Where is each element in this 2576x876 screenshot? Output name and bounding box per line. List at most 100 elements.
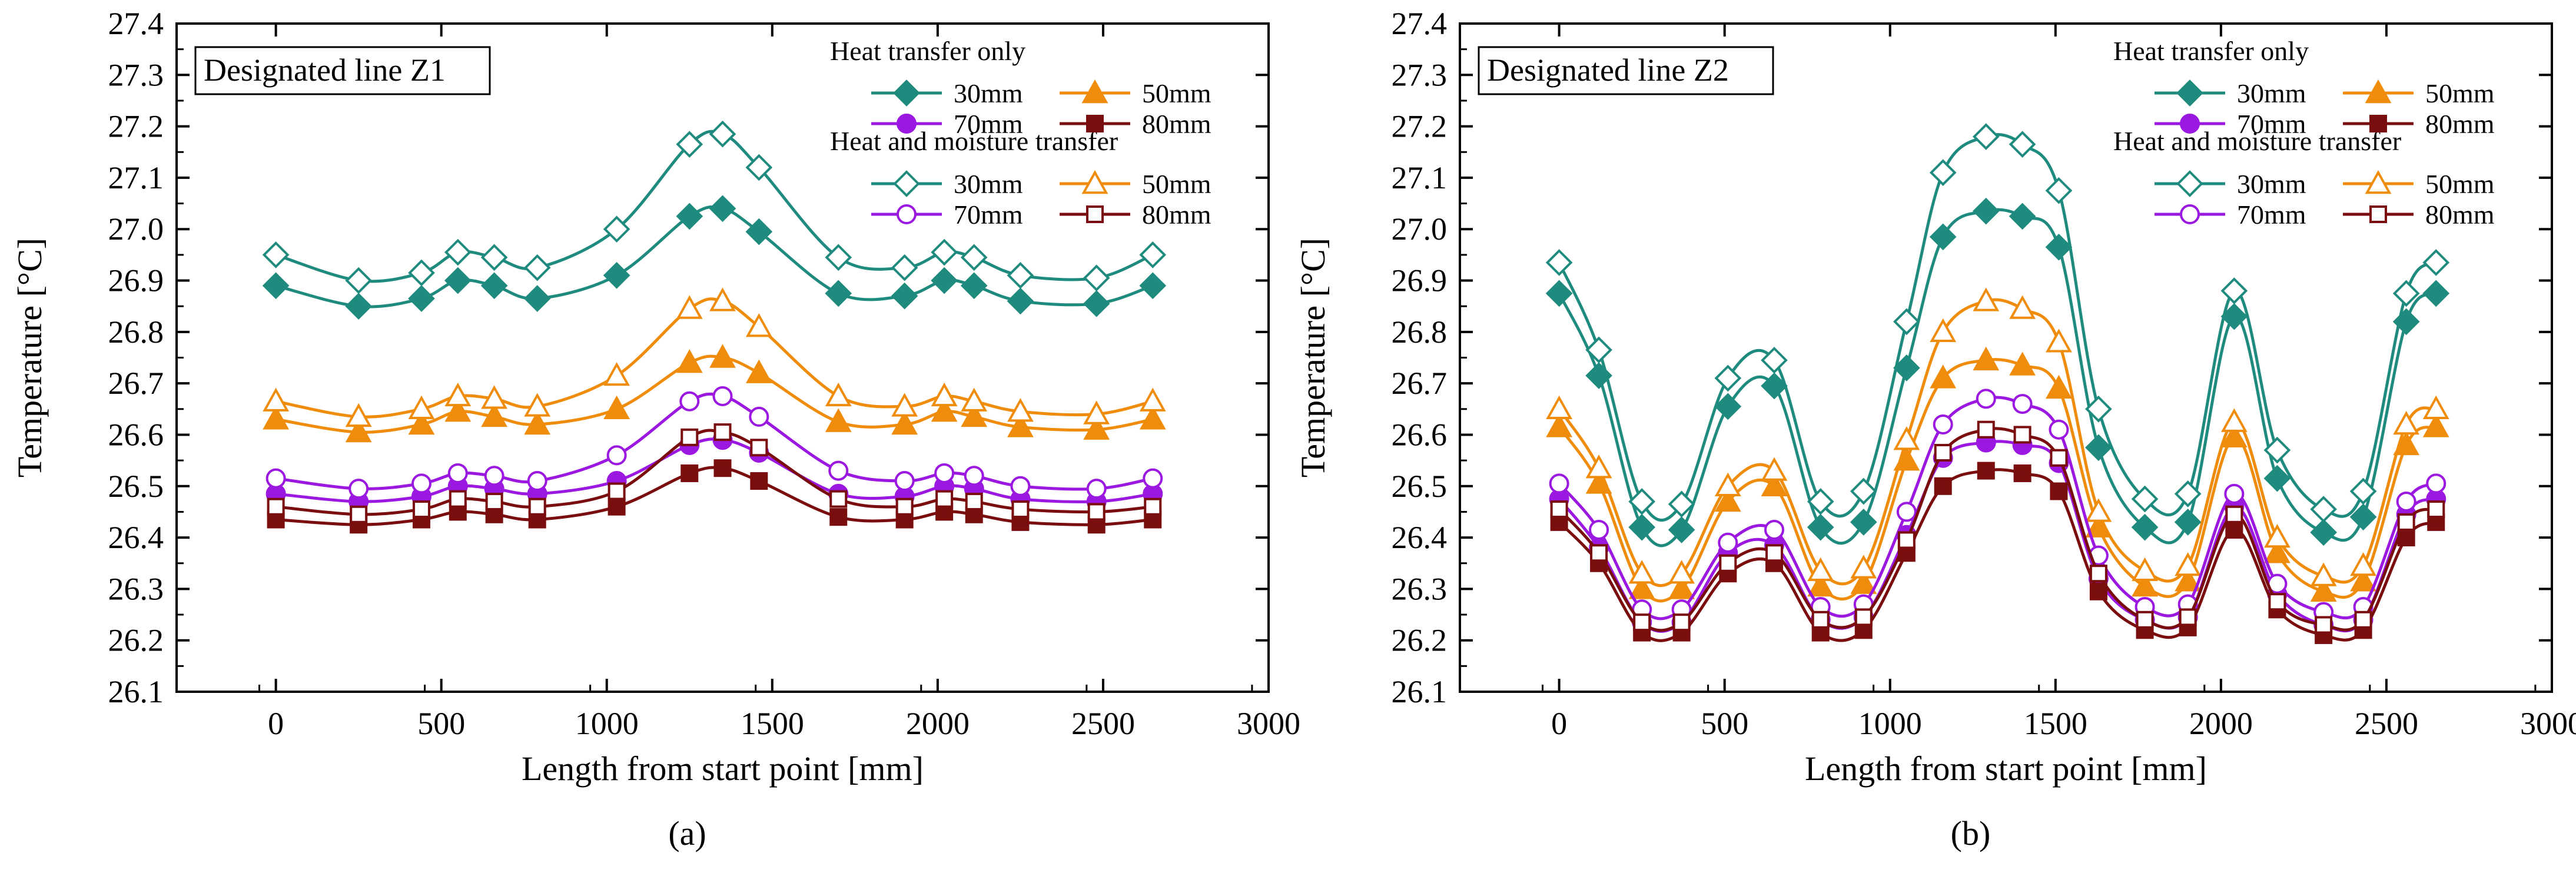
data-point: [2310, 519, 2337, 546]
data-point: [829, 490, 848, 508]
data-point: [676, 349, 703, 373]
data-point: [1977, 462, 1995, 480]
legend-item-50mm-heat-moisture: 50mm: [1060, 169, 1211, 199]
data-point: [1934, 444, 1952, 462]
data-point: [960, 272, 988, 300]
legend-item-30mm-heat-only: 30mm: [2155, 78, 2306, 108]
data-point: [350, 505, 368, 523]
data-point: [1546, 395, 1573, 420]
data-point: [263, 387, 290, 412]
data-point: [345, 267, 372, 294]
data-point: [2427, 500, 2445, 519]
data-point: [481, 403, 508, 427]
data-point: [891, 282, 918, 310]
data-point: [408, 395, 435, 420]
ticks-a: 0 500 1000 1500 2000 2500 3000 26.1 26.2 26.3 26.4…: [108, 6, 1301, 741]
y-tick-label: 26.1: [108, 674, 164, 709]
x-tick-label: 1500: [2024, 706, 2087, 741]
data-point: [2426, 473, 2446, 494]
series-30mm-heat-only: [1545, 197, 2450, 548]
data-point: [2013, 464, 2031, 482]
series-30mm-heat-moisture: [262, 120, 1167, 294]
data-point: [1672, 613, 1691, 632]
data-point: [1761, 347, 1788, 374]
data-point: [680, 464, 699, 482]
data-point: [1139, 272, 1167, 300]
y-tick-label: 26.4: [108, 520, 164, 555]
series-50mm-heat-moisture: [263, 287, 1166, 427]
data-point: [934, 463, 955, 483]
data-point: [709, 120, 736, 148]
legend-item-80mm-heat-only: 80mm: [1060, 109, 1211, 139]
data-point: [1144, 497, 1162, 516]
y-tick-label: 27.1: [108, 160, 164, 195]
legend-b: Heat transfer only Heat and moisture tra…: [2113, 36, 2495, 230]
y-tick-label: 27.0: [1392, 211, 1448, 247]
data-point: [345, 418, 372, 443]
data-point: [2179, 608, 2197, 626]
legend-item-70mm-heat-moisture: 70mm: [2155, 200, 2306, 230]
data-point: [2131, 485, 2159, 513]
data-point: [1765, 544, 1784, 562]
data-point: [2396, 491, 2416, 512]
x-axis-label-b: Length from start point [mm]: [1805, 749, 2207, 788]
data-point: [528, 497, 546, 516]
y-tick-label: 26.8: [1392, 314, 1448, 350]
data-point: [608, 497, 626, 516]
series-80mm-heat-moisture: [1550, 420, 2445, 634]
data-point: [603, 215, 630, 243]
data-point: [2175, 568, 2202, 592]
panel-label-b: (b): [1951, 814, 1991, 852]
data-point: [2132, 557, 2158, 582]
data-point: [2264, 523, 2290, 548]
y-tick-label: 26.6: [1392, 417, 1448, 452]
data-point: [1973, 287, 2000, 311]
legend-a: Heat transfer only Heat and moisture tra…: [830, 36, 1211, 230]
data-point: [480, 272, 508, 300]
series-30mm-heat-only: [262, 195, 1167, 320]
data-point: [2046, 328, 2072, 353]
data-point: [484, 466, 504, 486]
legend-item-70mm-heat-moisture: 70mm: [871, 200, 1023, 230]
data-point: [2009, 351, 2036, 376]
data-point: [2224, 483, 2245, 504]
y-tick-label: 27.0: [108, 211, 164, 247]
y-tick-label: 26.7: [1392, 366, 1448, 401]
data-point: [2422, 413, 2449, 437]
data-point: [1714, 364, 1742, 392]
data-point: [2045, 233, 2073, 261]
data-point: [749, 406, 769, 427]
data-point: [1628, 560, 1655, 584]
data-point: [408, 285, 435, 312]
data-point: [265, 468, 286, 489]
data-point: [606, 445, 627, 466]
series-30mm-heat-moisture: [1545, 123, 2450, 523]
data-point: [679, 391, 700, 412]
data-point: [1585, 454, 1612, 479]
y-tick-label: 27.2: [1392, 109, 1448, 144]
legend-item-70mm-heat-only: 70mm: [2155, 109, 2306, 139]
x-tick-label: 1000: [575, 706, 639, 741]
x-tick-label: 1000: [1858, 706, 1922, 741]
data-point: [2174, 480, 2202, 507]
x-axis-label-a: Length from start point [mm]: [522, 749, 924, 788]
data-point: [524, 410, 551, 435]
data-point: [1011, 500, 1030, 519]
data-point: [825, 408, 852, 432]
legend-label: 30mm: [954, 169, 1023, 199]
data-point: [676, 131, 703, 158]
data-point: [1628, 488, 1655, 515]
data-point: [931, 382, 958, 407]
legend-item-50mm-heat-only: 50mm: [2343, 78, 2495, 108]
data-point: [1668, 560, 1695, 584]
data-point: [1549, 473, 1569, 494]
legend-label: 80mm: [2425, 109, 2495, 139]
data-point: [2174, 509, 2202, 536]
data-point: [2349, 477, 2377, 505]
data-point: [1083, 400, 1110, 424]
data-point: [444, 267, 472, 294]
data-point: [1807, 572, 1834, 597]
legend-marker: [2176, 170, 2203, 197]
data-point: [408, 259, 435, 287]
